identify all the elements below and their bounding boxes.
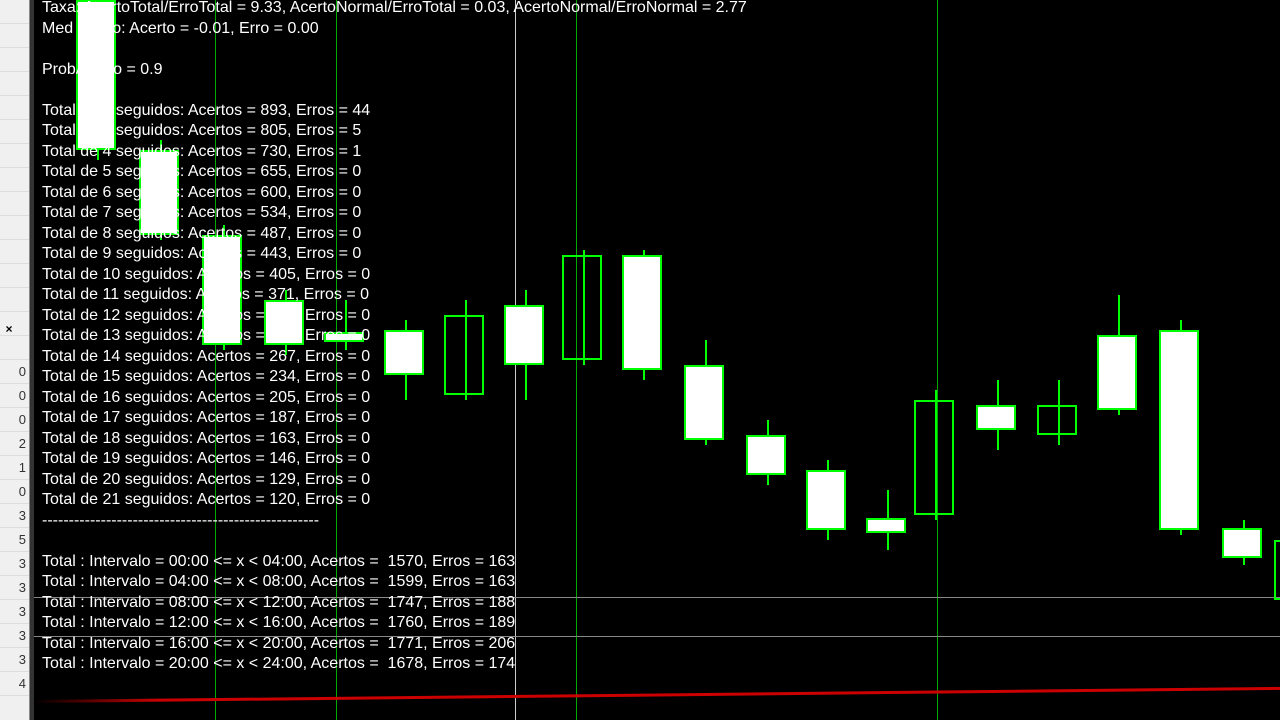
left-scale-value: 0 [0,360,29,384]
stats-overlay: Taxa: AcertoTotal/ErroTotal = 9.33, Acer… [42,0,747,675]
left-scale-value [0,240,29,264]
candle [976,0,1020,720]
left-scale-value [0,96,29,120]
chart-area[interactable]: Taxa: AcertoTotal/ErroTotal = 9.33, Acer… [30,0,1280,720]
left-scale-value [0,0,29,24]
left-scale-value [0,120,29,144]
left-scale-value [0,168,29,192]
left-scale-value: 0 [0,480,29,504]
candle [1159,0,1203,720]
left-panel: × 00021035333334 [0,0,30,720]
candle [914,0,958,720]
left-scale-value [0,288,29,312]
left-scale-value [0,336,29,360]
left-scale-value: 3 [0,648,29,672]
candle [1222,0,1266,720]
candle [746,0,790,720]
candle [1274,0,1280,720]
left-scale-value [0,48,29,72]
left-scale-value: 0 [0,384,29,408]
left-scale-value: 3 [0,504,29,528]
left-scale-value: 1 [0,456,29,480]
left-scale-value [0,264,29,288]
candle [1097,0,1141,720]
candle [866,0,910,720]
candle [1037,0,1081,720]
left-scale-value [0,144,29,168]
left-scale-value [0,72,29,96]
left-scale-value: 3 [0,576,29,600]
close-icon[interactable]: × [2,322,16,336]
left-scale-value: 3 [0,624,29,648]
left-scale-value [0,216,29,240]
left-scale-value [0,24,29,48]
left-scale-value: 5 [0,528,29,552]
left-scale-value: 4 [0,672,29,696]
left-scale-value [0,192,29,216]
left-scale-value: 0 [0,408,29,432]
left-scale-value: 2 [0,432,29,456]
left-scale-value: 3 [0,600,29,624]
left-scale-value: 3 [0,552,29,576]
candle [806,0,850,720]
